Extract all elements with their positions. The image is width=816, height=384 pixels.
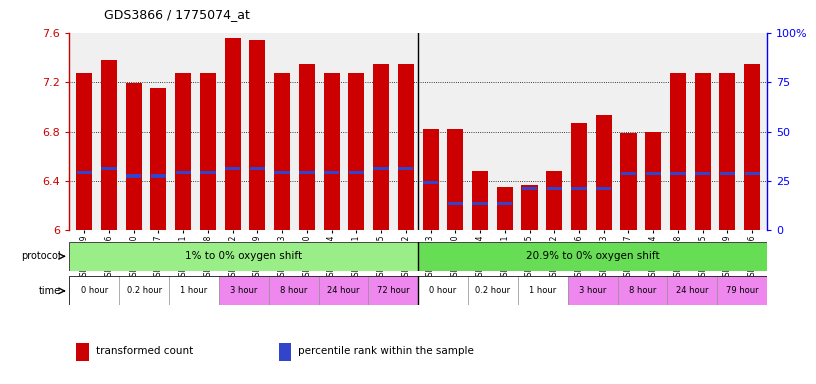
Text: 8 hour: 8 hour	[629, 286, 656, 295]
Bar	[224, 38, 241, 230]
Bar	[299, 171, 314, 174]
Bar	[472, 171, 488, 230]
Text: percentile rank within the sample: percentile rank within the sample	[298, 346, 474, 356]
Bar	[77, 171, 92, 174]
Text: 24 hour: 24 hour	[676, 286, 708, 295]
Text: 1 hour: 1 hour	[529, 286, 557, 295]
Bar	[250, 167, 265, 170]
Bar	[717, 276, 767, 305]
Text: 20.9% to 0% oxygen shift: 20.9% to 0% oxygen shift	[526, 251, 659, 262]
Bar	[169, 276, 219, 305]
Text: 0 hour: 0 hour	[81, 286, 108, 295]
Bar	[278, 343, 291, 361]
Text: 0.2 hour: 0.2 hour	[126, 286, 162, 295]
Bar	[76, 73, 92, 230]
Bar	[200, 171, 215, 174]
Text: 3 hour: 3 hour	[230, 286, 258, 295]
Bar	[418, 242, 767, 271]
Bar	[348, 73, 365, 230]
Bar	[522, 187, 537, 190]
Bar	[219, 276, 268, 305]
Bar	[618, 276, 667, 305]
Bar	[397, 63, 414, 230]
Text: 79 hour: 79 hour	[725, 286, 758, 295]
Bar	[368, 276, 418, 305]
Bar	[568, 276, 618, 305]
Bar	[596, 187, 611, 190]
Text: 1 hour: 1 hour	[180, 286, 207, 295]
Bar	[200, 73, 216, 230]
Bar	[518, 276, 568, 305]
Bar	[69, 276, 119, 305]
Bar	[324, 73, 339, 230]
Bar	[695, 172, 711, 175]
Bar	[150, 88, 166, 230]
Bar	[571, 187, 587, 190]
Bar	[126, 83, 142, 230]
Bar	[225, 167, 240, 170]
Bar	[274, 171, 290, 174]
Bar	[667, 276, 717, 305]
Bar	[126, 174, 141, 177]
Bar	[596, 116, 612, 230]
Bar	[101, 167, 117, 170]
Bar	[374, 167, 388, 170]
Bar	[348, 171, 364, 174]
Text: 72 hour: 72 hour	[377, 286, 410, 295]
Bar	[468, 276, 518, 305]
Bar	[720, 172, 735, 175]
Bar	[69, 242, 418, 271]
Bar	[645, 131, 661, 230]
Bar	[447, 129, 463, 230]
Text: 3 hour: 3 hour	[579, 286, 606, 295]
Text: 8 hour: 8 hour	[280, 286, 308, 295]
Text: 1% to 0% oxygen shift: 1% to 0% oxygen shift	[185, 251, 303, 262]
Bar	[250, 40, 265, 230]
Text: time: time	[39, 286, 61, 296]
Bar	[373, 63, 389, 230]
Bar	[398, 167, 414, 170]
Bar	[423, 129, 439, 230]
Bar	[318, 276, 368, 305]
Bar	[324, 171, 339, 174]
Bar	[497, 202, 512, 205]
Bar	[274, 73, 290, 230]
Bar	[546, 171, 562, 230]
Bar	[744, 172, 760, 175]
Bar	[521, 185, 538, 230]
Text: GDS3866 / 1775074_at: GDS3866 / 1775074_at	[104, 8, 251, 21]
Bar	[472, 202, 488, 205]
Bar	[448, 202, 463, 205]
Text: transformed count: transformed count	[95, 346, 193, 356]
Bar	[299, 63, 315, 230]
Bar	[101, 60, 117, 230]
Text: 24 hour: 24 hour	[327, 286, 360, 295]
Bar	[670, 172, 685, 175]
Bar	[620, 133, 636, 230]
Bar	[497, 187, 512, 230]
Bar	[423, 180, 438, 184]
Text: 0.2 hour: 0.2 hour	[476, 286, 511, 295]
Bar	[571, 123, 587, 230]
Bar	[645, 172, 661, 175]
Bar	[151, 174, 166, 177]
Bar	[744, 63, 761, 230]
Bar	[119, 276, 169, 305]
Text: protocol: protocol	[21, 251, 61, 262]
Text: 0 hour: 0 hour	[429, 286, 457, 295]
Bar	[418, 276, 468, 305]
Bar	[175, 171, 191, 174]
Bar	[547, 187, 562, 190]
Bar	[77, 343, 89, 361]
Bar	[621, 172, 636, 175]
Bar	[175, 73, 191, 230]
Bar	[670, 73, 686, 230]
Bar	[694, 73, 711, 230]
Bar	[268, 276, 318, 305]
Bar	[720, 73, 735, 230]
